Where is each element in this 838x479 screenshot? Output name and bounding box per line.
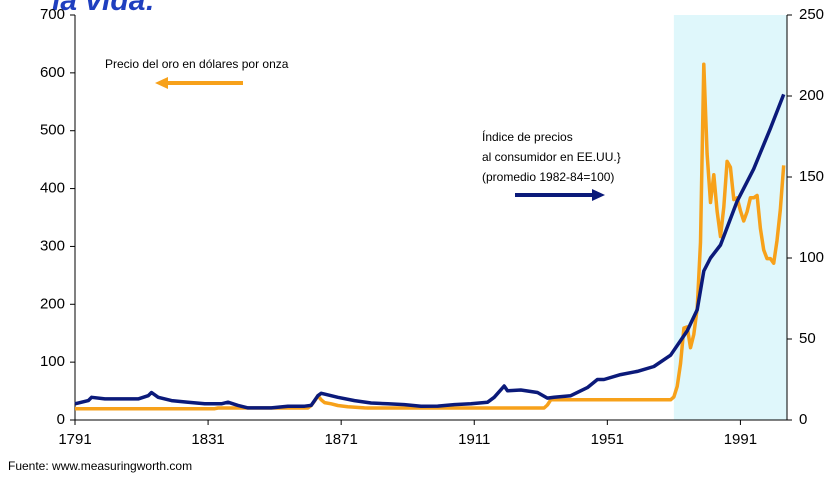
chart-title: la vida:: [52, 0, 155, 17]
annotation: al consumidor en EE.UU.}: [482, 150, 621, 164]
y-tick-label: 0: [57, 411, 65, 428]
y2-tick-label: 50: [799, 330, 816, 347]
x-tick-label: 1911: [458, 431, 490, 448]
annotation: Índice de precios: [482, 129, 573, 144]
y2-tick-label: 200: [799, 87, 824, 104]
x-tick-label: 1871: [324, 431, 357, 448]
y-tick-label: 200: [40, 295, 65, 312]
y-tick-label: 300: [40, 237, 65, 254]
source: Fuente: www.measuringworth.com: [8, 459, 192, 473]
y2-tick-label: 150: [799, 168, 824, 185]
y-tick-label: 700: [40, 6, 65, 23]
annotation: Precio del oro en dólares por onza: [105, 57, 289, 71]
y2-tick-label: 100: [799, 249, 824, 266]
y-tick-label: 500: [40, 122, 65, 139]
x-tick-label: 1791: [58, 431, 91, 448]
annotation: (promedio 1982-84=100): [482, 170, 614, 184]
data-line: [74, 93, 786, 410]
y2-tick-label: 0: [799, 411, 807, 428]
x-tick-label: 1991: [724, 431, 757, 448]
y-tick-label: 400: [40, 180, 65, 197]
annotation-arrowhead: [155, 77, 168, 89]
x-tick-label: 1831: [191, 431, 224, 448]
y-tick-label: 600: [40, 64, 65, 81]
y-tick-label: 100: [40, 353, 65, 370]
annotation-arrowhead: [592, 189, 605, 201]
x-tick-label: 1951: [591, 431, 624, 448]
y2-tick-label: 250: [799, 6, 824, 23]
data-line: [75, 62, 786, 411]
